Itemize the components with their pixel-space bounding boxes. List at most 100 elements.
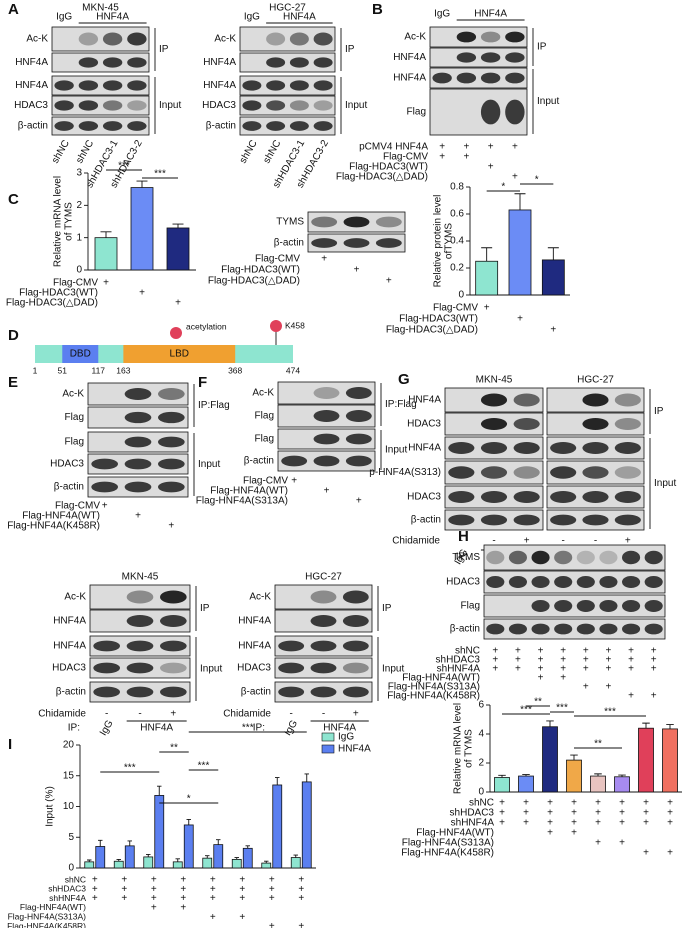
blot-strip <box>483 570 666 594</box>
condition-mark: + <box>168 521 174 532</box>
blot-band <box>102 121 123 131</box>
blot-band <box>313 100 333 111</box>
error-bar <box>157 785 162 796</box>
condition-mark: + <box>488 162 494 173</box>
condition-mark: + <box>499 818 505 829</box>
bar <box>231 858 242 869</box>
condition-mark: - <box>138 709 141 720</box>
blot-band <box>345 433 372 445</box>
panel-letter: D <box>8 327 19 344</box>
condition-mark: - <box>289 709 292 720</box>
y-tick-label: 0 <box>76 265 82 276</box>
significance-label: *** <box>242 723 254 734</box>
lane-header: HNF4A <box>474 9 507 20</box>
blot-band <box>78 57 99 68</box>
condition-mark: + <box>515 646 521 657</box>
blot-band <box>289 32 309 46</box>
row-label: p-HNF4A(S313) <box>369 467 441 478</box>
condition-label: Flag-HDAC3(△DAD) <box>6 298 98 309</box>
condition-mark: + <box>619 838 625 849</box>
blot-band <box>311 238 338 248</box>
bar <box>154 795 165 869</box>
row-label: Flag <box>255 411 274 422</box>
condition-mark: + <box>523 798 529 809</box>
blot-band <box>622 550 641 565</box>
blot-band <box>124 481 152 493</box>
cell-line-title: HGC-27 <box>305 572 342 583</box>
condition-label: Flag-CMV <box>55 501 100 512</box>
blot-band <box>342 615 369 627</box>
blot-band <box>127 121 147 131</box>
condition-mark: + <box>583 655 589 666</box>
blot-band <box>375 216 402 228</box>
blot-strip <box>483 594 666 618</box>
blot-band <box>160 662 187 674</box>
blot-band <box>266 32 286 46</box>
blot-band <box>78 100 99 111</box>
error-bar <box>264 860 269 864</box>
blot-band <box>126 615 154 627</box>
condition-mark: + <box>643 798 649 809</box>
condition-label: Flag-CMV <box>243 476 288 487</box>
panel-letter: C <box>8 191 19 208</box>
blot-strip <box>239 116 336 136</box>
blot-band <box>278 686 305 698</box>
residue-number: 474 <box>286 365 300 375</box>
blot-band <box>310 686 337 698</box>
condition-label: Flag-HDAC3(WT) <box>349 162 428 173</box>
blot-band <box>127 100 147 111</box>
significance-label: *** <box>124 763 136 774</box>
condition-mark: + <box>512 142 518 153</box>
blot-band <box>614 393 641 407</box>
condition-mark: + <box>439 152 445 163</box>
error-bar <box>547 247 559 260</box>
condition-mark: + <box>667 798 673 809</box>
blot-band <box>508 550 527 565</box>
blot-band <box>599 600 618 612</box>
condition-mark: + <box>523 808 529 819</box>
bar <box>202 857 213 869</box>
condition-mark: + <box>492 646 498 657</box>
blot-band <box>505 99 525 125</box>
bar <box>166 227 190 271</box>
condition-mark: + <box>180 903 186 914</box>
error-bar <box>293 854 298 858</box>
blot-band <box>313 410 340 422</box>
condition-mark: + <box>210 912 216 923</box>
condition-mark: - <box>561 536 564 547</box>
blot-band <box>342 686 369 698</box>
row-label: β-actin <box>241 687 271 698</box>
row-label: HDAC3 <box>446 577 480 588</box>
condition-mark: + <box>488 142 494 153</box>
condition-label: Flag-HNF4A(WT) <box>416 828 494 839</box>
condition-mark: + <box>595 838 601 849</box>
blot-band <box>311 216 338 228</box>
lane-header: HNF4A <box>96 12 129 23</box>
bar <box>590 775 606 793</box>
error-bar <box>136 180 148 188</box>
condition-mark: + <box>628 664 634 675</box>
site-marker <box>270 320 282 332</box>
blot-band <box>375 238 402 248</box>
panel-letter: G <box>398 371 410 388</box>
row-label: HDAC3 <box>407 492 441 503</box>
bar <box>84 861 95 869</box>
blot-band <box>343 238 370 248</box>
condition-label: Flag-HNF4A(S313A) <box>8 911 87 921</box>
row-label: Ac-K <box>62 389 84 400</box>
cell-line-title: HGC-27 <box>577 375 614 386</box>
condition-mark: + <box>667 848 673 859</box>
condition-mark: + <box>298 893 304 904</box>
blot-band <box>622 600 641 612</box>
blot-band <box>78 121 99 131</box>
condition-mark: + <box>463 152 469 163</box>
blot-band <box>54 80 74 91</box>
blot-band <box>310 590 337 604</box>
condition-mark: - <box>322 709 325 720</box>
condition-mark: + <box>550 325 556 336</box>
row-label: HNF4A <box>53 616 86 627</box>
blot-band <box>486 576 505 588</box>
y-tick-label: 15 <box>63 770 75 781</box>
panel-letter: I <box>8 736 12 753</box>
condition-mark: + <box>583 646 589 657</box>
